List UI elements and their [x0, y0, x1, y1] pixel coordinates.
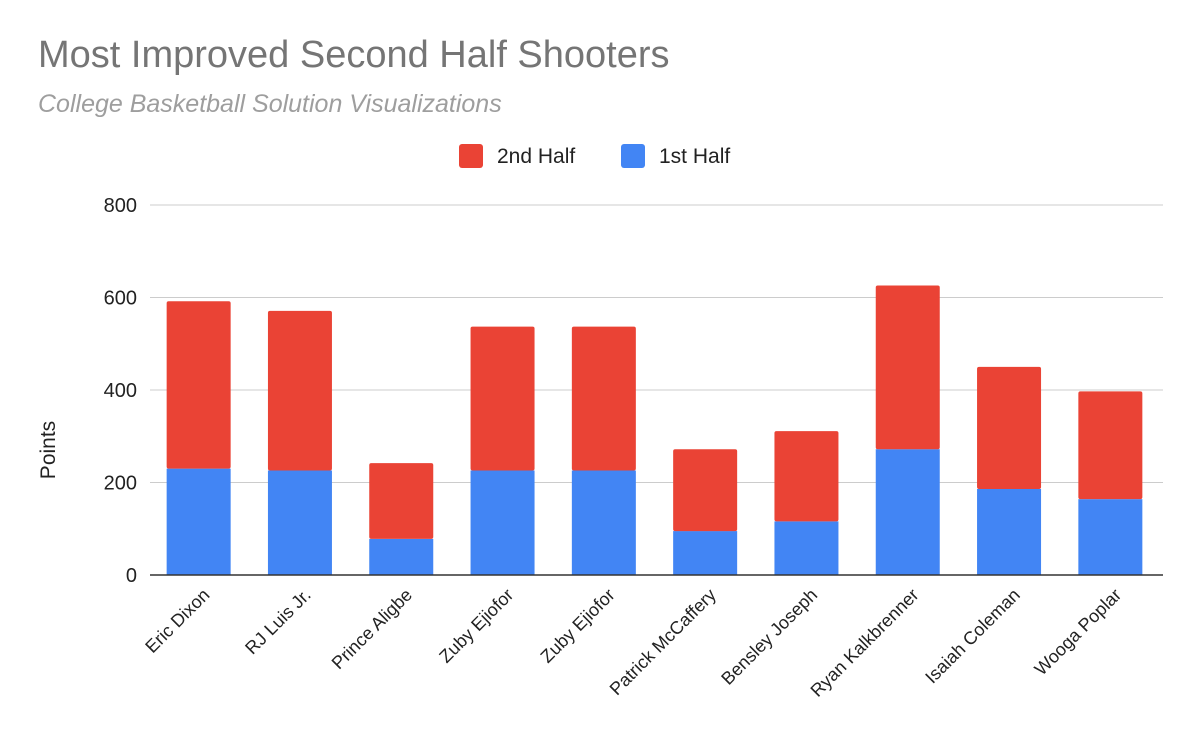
- bar-1st-half: [977, 488, 1042, 575]
- bar-2nd-half: [571, 326, 636, 471]
- legend-swatch: [621, 144, 645, 168]
- legend: 2nd Half 1st Half: [459, 144, 730, 168]
- y-tick-label: 200: [104, 473, 137, 495]
- y-tick-label: 0: [126, 565, 137, 587]
- legend-label: 1st Half: [659, 145, 730, 168]
- bar-1st-half: [470, 470, 535, 575]
- bar-2nd-half: [875, 285, 940, 450]
- bar-2nd-half: [166, 301, 231, 469]
- x-tick-label: Ryan Kalkbrenner: [807, 585, 923, 701]
- x-tick-label: Wooga Poplar: [1031, 585, 1126, 680]
- x-tick-label: Prince Aligbe: [328, 585, 416, 673]
- x-axis-labels: Eric Dixon RJ Luis Jr. Prince Aligbe Zuby E…: [141, 585, 1125, 701]
- bar-1st-half: [369, 538, 434, 575]
- bar-1st-half: [267, 470, 332, 575]
- bar-1st-half: [571, 470, 636, 575]
- y-tick-label: 600: [104, 288, 137, 310]
- bar-2nd-half: [369, 463, 434, 539]
- bar-2nd-half: [1078, 391, 1143, 500]
- bar-1st-half: [1078, 499, 1143, 575]
- x-tick-label: RJ Luis Jr.: [241, 585, 315, 659]
- bar-2nd-half: [774, 431, 839, 522]
- bar-2nd-half: [673, 449, 738, 532]
- legend-label: 2nd Half: [497, 145, 575, 168]
- bar-1st-half: [166, 468, 231, 575]
- x-tick-label: Patrick McCaffery: [606, 585, 720, 699]
- bar-2nd-half: [267, 310, 332, 471]
- bar-1st-half: [774, 521, 839, 575]
- bar-1st-half: [875, 449, 940, 575]
- x-tick-label: Bensley Joseph: [717, 585, 821, 689]
- x-tick-label: Eric Dixon: [141, 585, 213, 657]
- y-axis-title: Points: [37, 421, 60, 479]
- x-tick-label: Isaiah Coleman: [921, 585, 1024, 688]
- legend-swatch: [459, 144, 483, 168]
- y-tick-label: 400: [104, 380, 137, 402]
- bar-2nd-half: [470, 326, 535, 471]
- chart-title: Most Improved Second Half Shooters: [38, 34, 670, 76]
- bar-2nd-half: [977, 366, 1042, 489]
- bar-1st-half: [673, 531, 738, 575]
- x-tick-label: Zuby Ejiofor: [537, 585, 619, 667]
- y-axis-ticks: 0 200 400 600 800: [104, 195, 137, 587]
- bars: [166, 285, 1143, 575]
- y-tick-label: 800: [104, 195, 137, 217]
- chart-subtitle: College Basketball Solution Visualizatio…: [38, 90, 502, 118]
- x-tick-label: Zuby Ejiofor: [435, 585, 517, 667]
